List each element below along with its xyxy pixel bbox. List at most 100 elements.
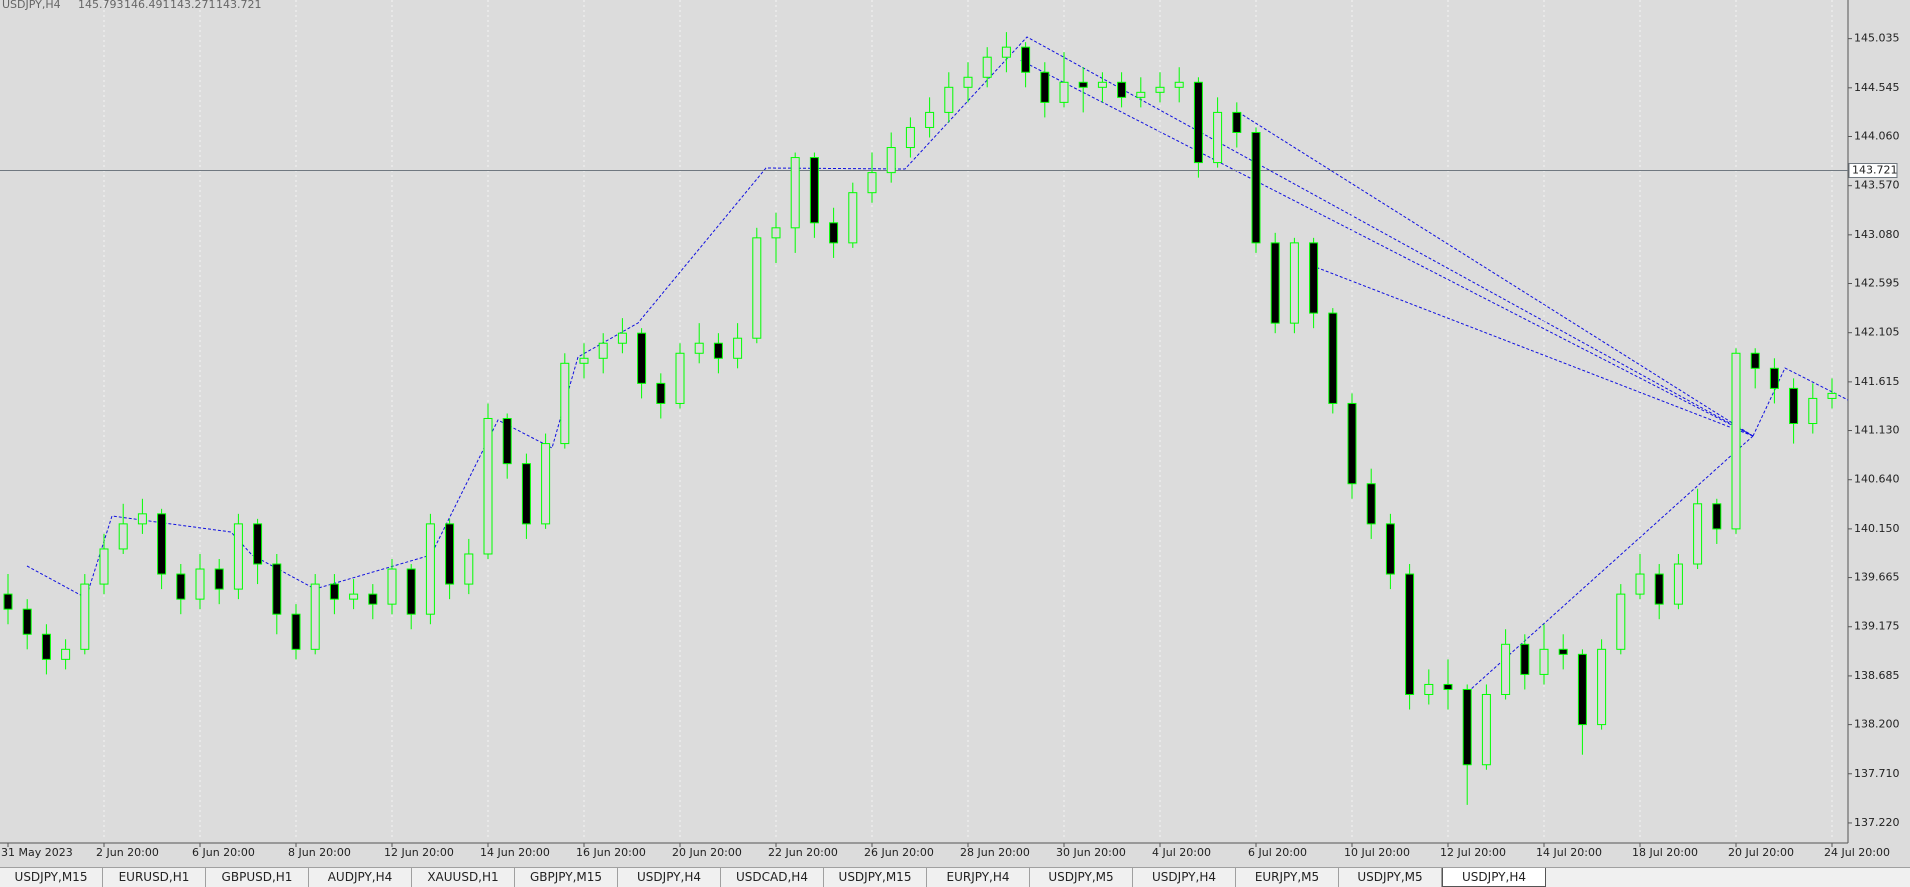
candle-body [1213, 111, 1223, 164]
candle-body [598, 342, 608, 359]
candle-body [886, 147, 896, 174]
zigzag-line [1317, 267, 1754, 437]
candle-body [1232, 111, 1242, 133]
candle-body [1078, 81, 1088, 88]
y-tick-label: 145.035 [1854, 32, 1900, 45]
candle-body [1789, 387, 1799, 425]
y-tick-label: 139.175 [1854, 620, 1900, 633]
x-tick-label: 12 Jun 20:00 [384, 846, 454, 859]
candle-body [80, 583, 90, 650]
candle-body [829, 222, 839, 244]
candle-body [521, 463, 531, 525]
candle-body [637, 332, 647, 384]
zigzag-line [1469, 435, 1754, 691]
candle-body [502, 417, 512, 465]
x-tick-label: 4 Jul 20:00 [1152, 846, 1211, 859]
candle-body [425, 523, 435, 615]
x-tick-label: 8 Jun 20:00 [288, 846, 351, 859]
candle-body [329, 583, 339, 600]
candle-body [1597, 648, 1607, 726]
candle-body [272, 563, 282, 615]
candle-body [1309, 242, 1319, 314]
candle-body [752, 237, 762, 339]
chart-tab[interactable]: USDJPY,H4 [618, 868, 721, 887]
candle-body [1040, 71, 1050, 103]
x-tick-label: 24 Jul 20:00 [1824, 846, 1890, 859]
candle-body [982, 56, 992, 78]
candle-body [157, 513, 167, 575]
candle-body [1136, 91, 1146, 98]
y-tick-label: 140.640 [1854, 473, 1900, 486]
candle-body [1558, 648, 1568, 655]
header-value: 145.793 [78, 0, 124, 11]
chart-tab[interactable]: EURUSD,H1 [103, 868, 206, 887]
candle-body [483, 417, 493, 555]
x-tick-label: 16 Jun 20:00 [576, 846, 646, 859]
candle-body [1328, 312, 1338, 404]
candle-body [1270, 242, 1280, 324]
candle-body [733, 337, 743, 359]
candle-body [1654, 573, 1664, 605]
chart-tab[interactable]: USDCAD,H4 [721, 868, 824, 887]
candle-body [1385, 523, 1395, 575]
chart-tab[interactable]: GBPJPY,M15 [515, 868, 618, 887]
candle-body [1193, 81, 1203, 164]
chart-tab[interactable]: XAUUSD,H1 [412, 868, 515, 887]
chart-tab[interactable]: USDJPY,M5 [1339, 868, 1442, 887]
zigzag-line [26, 36, 1754, 599]
candle-body [1097, 81, 1107, 88]
chart-tab[interactable]: USDJPY,M5 [1030, 868, 1133, 887]
candle-body [656, 382, 666, 404]
x-tick-label: 12 Jul 20:00 [1440, 846, 1506, 859]
candle-body [1366, 483, 1376, 525]
y-tick-label: 143.080 [1854, 228, 1900, 241]
candle-body [1347, 402, 1357, 485]
y-tick-label: 141.615 [1854, 375, 1900, 388]
candle-body [1616, 593, 1626, 650]
header-value: 146.491 [124, 0, 170, 11]
candle-body [291, 613, 301, 650]
candle-body [1808, 397, 1818, 425]
y-tick-label: 144.060 [1854, 129, 1900, 142]
x-tick-label: 31 May 2023 [1, 846, 73, 859]
candle-body [694, 342, 704, 354]
candle-body [445, 523, 455, 585]
candle-body [253, 523, 263, 565]
y-tick-label: 142.595 [1854, 277, 1900, 290]
candle-body [406, 568, 416, 615]
chart-tab[interactable]: AUDJPY,H4 [309, 868, 412, 887]
chart-tab[interactable]: USDJPY,M15 [824, 868, 927, 887]
candle-body [1424, 683, 1434, 695]
x-tick-label: 14 Jul 20:00 [1536, 846, 1602, 859]
x-tick-label: 14 Jun 20:00 [480, 846, 550, 859]
candle-body [1693, 503, 1703, 565]
candle-body [387, 568, 397, 605]
header-value: 143.721 [216, 0, 262, 11]
x-tick-label: 20 Jun 20:00 [672, 846, 742, 859]
chart-tab[interactable]: USDJPY,H4 [1442, 868, 1546, 887]
chart-tab[interactable]: USDJPY,H4 [1133, 868, 1236, 887]
candle-body [848, 192, 858, 244]
zigzag-line [1019, 59, 1754, 437]
chart-tab[interactable]: EURJPY,M5 [1236, 868, 1339, 887]
x-tick-label: 26 Jun 20:00 [864, 846, 934, 859]
chart-tab[interactable]: USDJPY,M15 [0, 868, 103, 887]
candle-body [1827, 392, 1837, 399]
candle-body [195, 568, 205, 600]
candle-body [867, 172, 877, 194]
candle-body [349, 593, 359, 600]
candle-body [1769, 367, 1779, 389]
candle-body [1501, 643, 1511, 695]
chart-tab[interactable]: GBPUSD,H1 [206, 868, 309, 887]
chart-tab[interactable]: EURJPY,H4 [927, 868, 1030, 887]
candle-body [176, 573, 186, 600]
candle-body [1059, 81, 1069, 103]
candle-body [310, 583, 320, 650]
pattern-lines [26, 36, 1849, 691]
candle-body [1155, 86, 1165, 93]
chart: USDJPY,H4 145.793 146.491 143.271 143.72114… [0, 0, 1900, 859]
candle-body [1539, 648, 1549, 675]
candle-body [118, 523, 128, 550]
candle-body [1289, 242, 1299, 324]
candle-body [1174, 81, 1184, 88]
